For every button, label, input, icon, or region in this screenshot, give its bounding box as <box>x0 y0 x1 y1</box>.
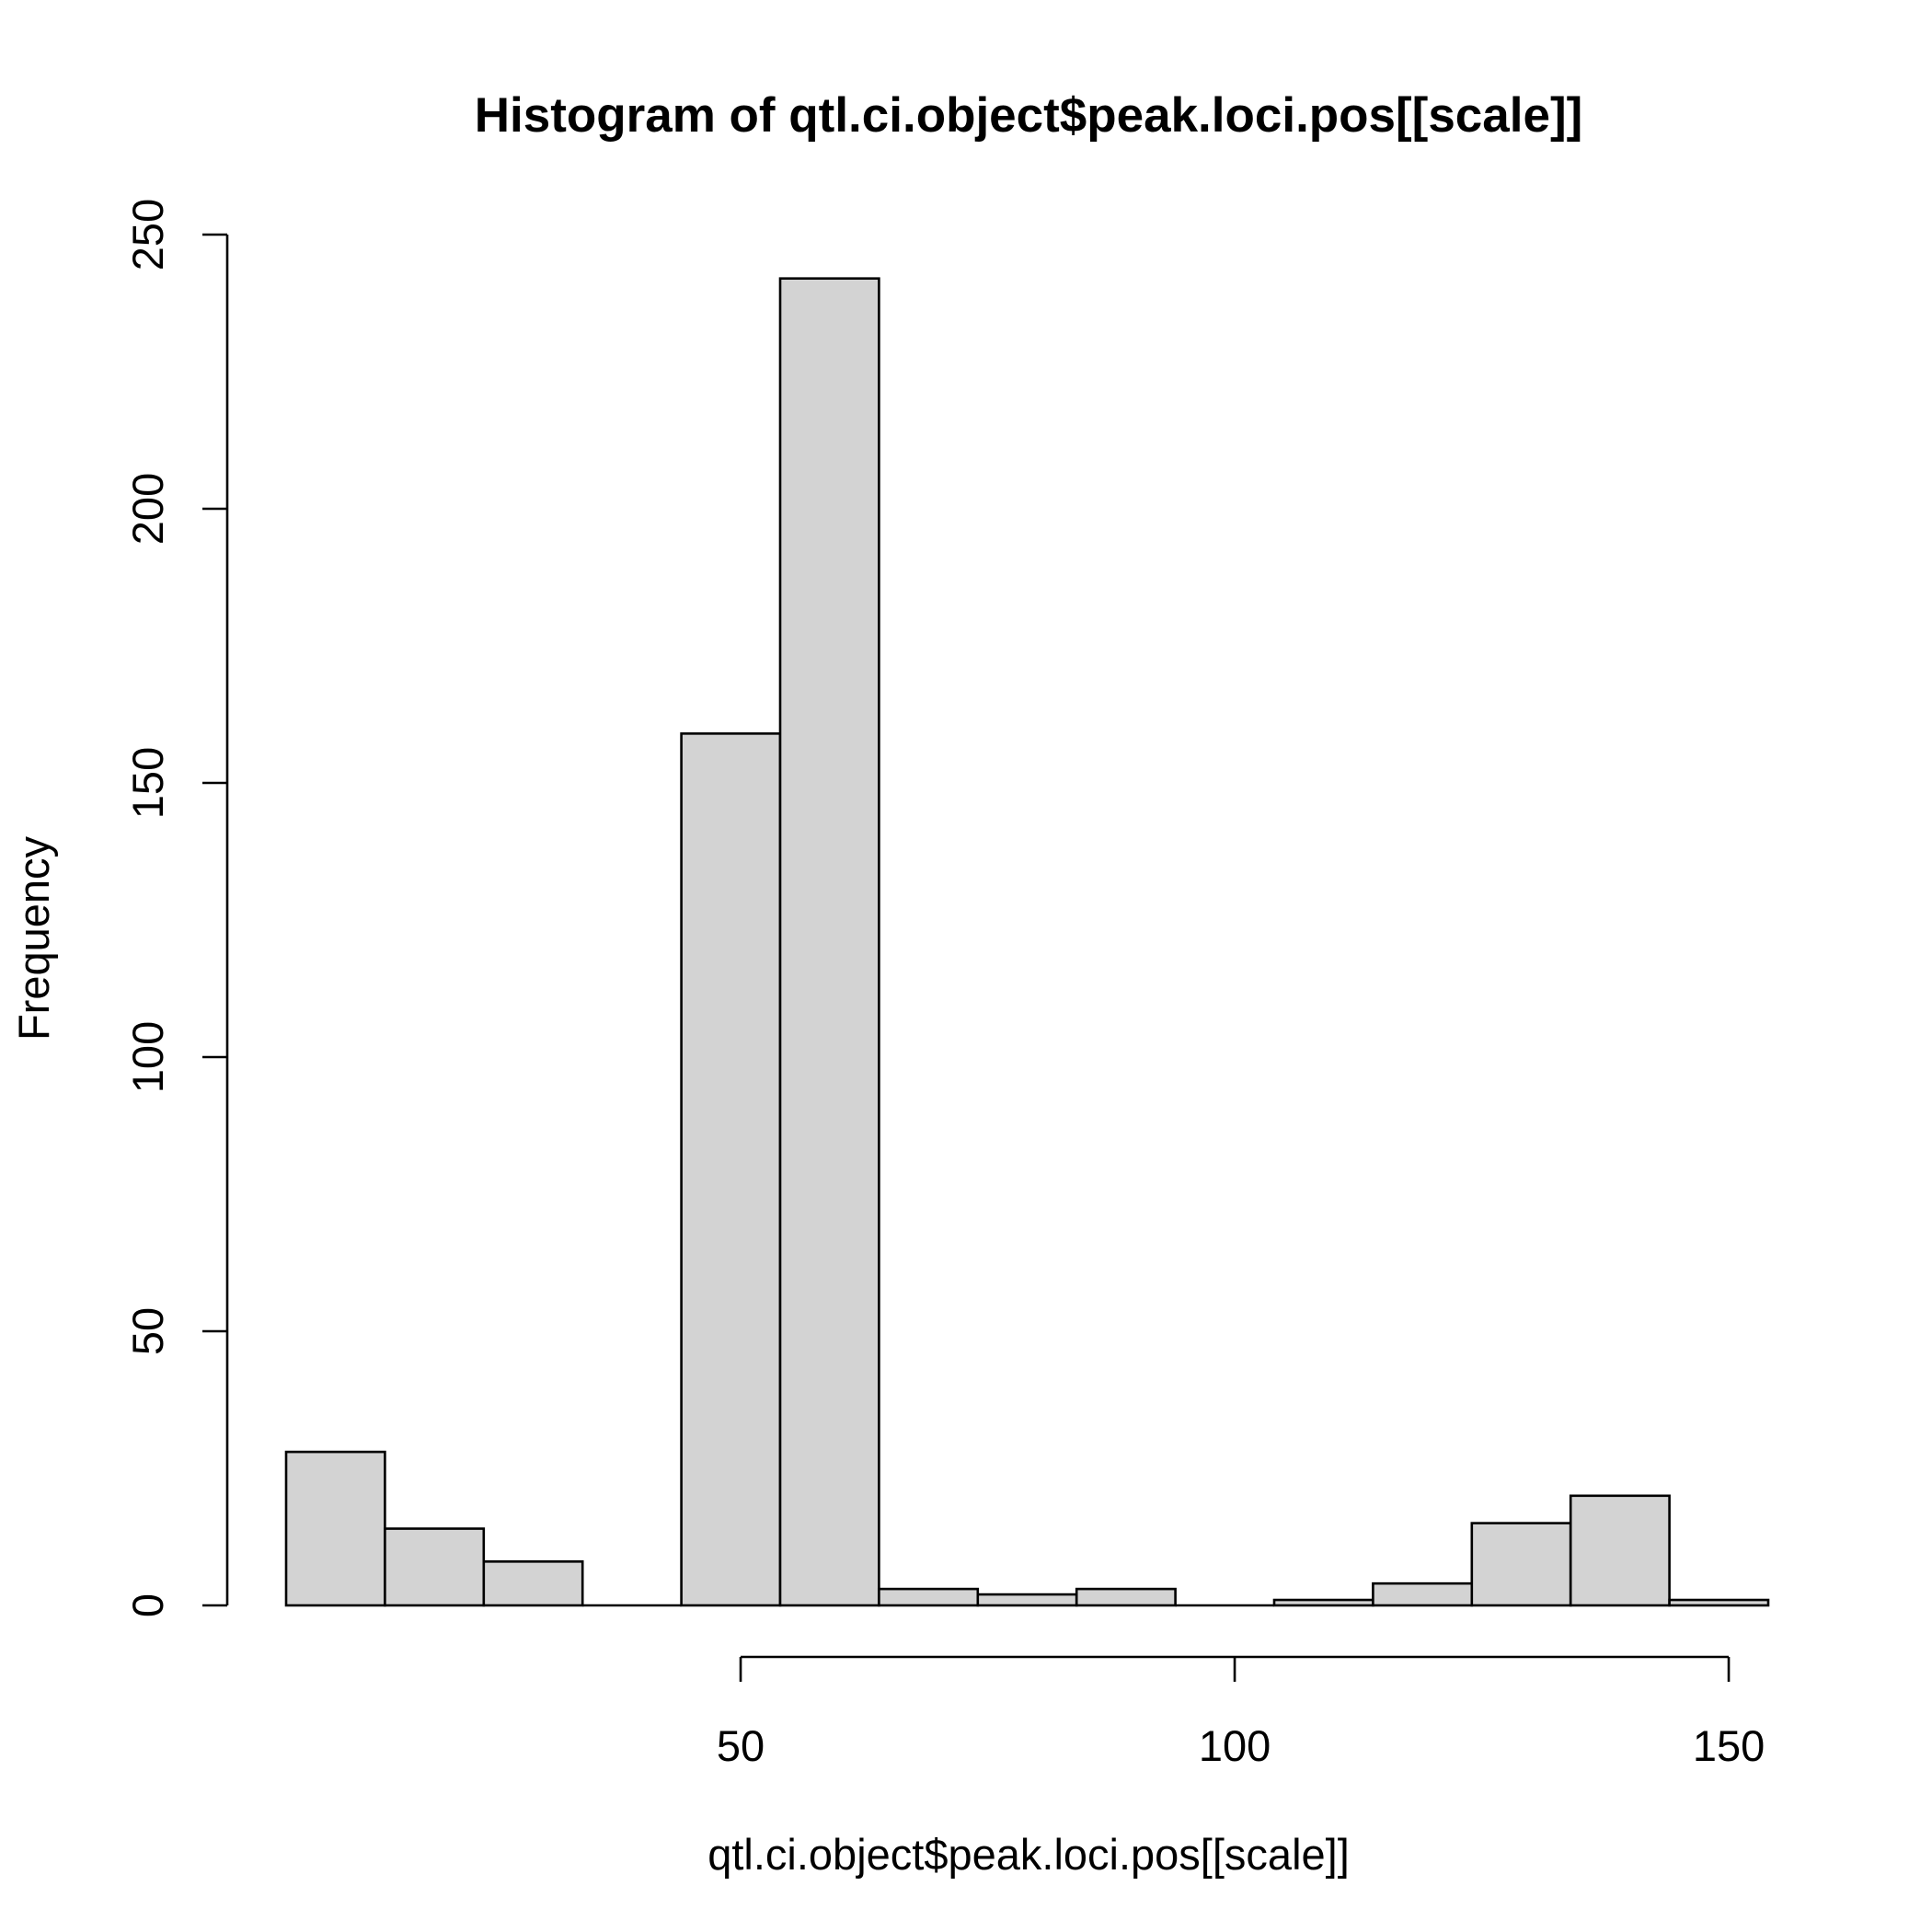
y-tick-label: 100 <box>123 1021 172 1093</box>
x-axis-label: qtl.ci.object$peak.loci.pos[[scale]] <box>707 1830 1350 1879</box>
histogram-bar <box>1372 1581 1474 1607</box>
y-tick-label: 150 <box>123 747 172 819</box>
y-axis-label: Frequency <box>9 835 58 1041</box>
histogram-bar <box>680 732 782 1607</box>
histogram-bar <box>384 1527 486 1607</box>
y-tick-label: 50 <box>123 1307 172 1355</box>
histogram-bar <box>976 1593 1078 1607</box>
plot-area <box>284 277 1770 1607</box>
x-tick-label: 150 <box>1693 1721 1765 1770</box>
histogram-bar <box>1470 1522 1572 1607</box>
y-axis: 0 50 100 150 200 250 <box>123 199 229 1617</box>
chart-title: Histogram of qtl.ci.object$peak.loci.pos… <box>475 88 1583 143</box>
y-tick-label: 250 <box>123 199 172 270</box>
histogram-bar <box>284 1450 386 1607</box>
y-tick-label: 0 <box>123 1593 172 1617</box>
histogram-bar <box>778 277 880 1607</box>
histogram-bar <box>878 1587 980 1607</box>
histogram-bar <box>1569 1494 1671 1607</box>
y-tick-label: 200 <box>123 473 172 545</box>
x-axis: 50 100 150 <box>717 1655 1765 1770</box>
histogram-bar <box>1075 1587 1177 1607</box>
x-tick-label: 50 <box>717 1721 765 1770</box>
histogram-bar <box>1668 1598 1770 1607</box>
histogram-bar <box>1272 1598 1374 1607</box>
x-tick-label: 100 <box>1199 1721 1271 1770</box>
histogram-bar <box>482 1560 584 1607</box>
